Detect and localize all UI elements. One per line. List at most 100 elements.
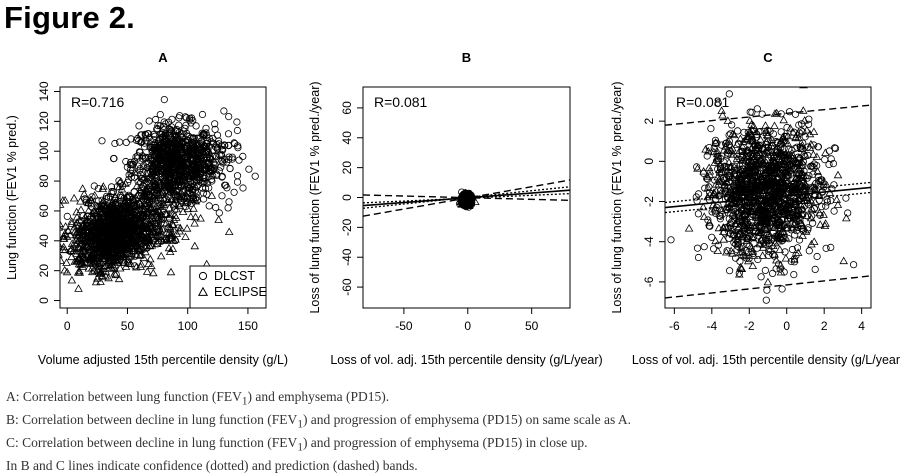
data-point (143, 223, 153, 232)
data-point (233, 178, 242, 186)
data-point (730, 162, 739, 171)
data-point (795, 121, 803, 129)
panel-title: A (158, 50, 168, 65)
data-point (67, 219, 77, 228)
data-point (802, 211, 811, 220)
data-point (109, 263, 119, 271)
data-point (737, 243, 746, 251)
data-point (759, 243, 768, 251)
data-point (109, 214, 118, 223)
data-point (156, 226, 165, 235)
data-point (72, 212, 82, 221)
data-point (747, 244, 756, 252)
data-point (107, 248, 117, 257)
data-point (784, 153, 793, 161)
data-point (772, 230, 782, 238)
y-axis-label: Lung function (FEV1 % pred.) (5, 115, 19, 280)
x-tick-label: 50 (121, 319, 135, 333)
data-point (121, 179, 130, 187)
data-point (175, 166, 183, 174)
data-point (148, 167, 156, 175)
data-point (137, 138, 145, 146)
data-point (173, 177, 181, 185)
y-tick-label: -20 (340, 218, 354, 236)
data-point (810, 141, 818, 149)
x-tick-label: 4 (858, 319, 865, 333)
data-point (787, 183, 797, 192)
data-point (191, 212, 200, 221)
data-point (137, 259, 146, 268)
data-point (120, 201, 130, 210)
data-point (109, 248, 118, 256)
data-point (747, 203, 755, 211)
data-point (60, 256, 66, 264)
data-point (198, 145, 206, 153)
data-point (705, 218, 714, 226)
data-point (747, 183, 755, 191)
data-point (734, 178, 742, 186)
data-point (782, 151, 792, 159)
data-point (75, 215, 84, 224)
data-point (711, 138, 720, 146)
data-point (723, 116, 733, 124)
data-point (796, 143, 805, 151)
data-point (746, 130, 756, 138)
x-axis-label: Loss of vol. adj. 15th percentile densit… (330, 353, 602, 367)
data-point (719, 174, 728, 183)
legend-entry: ECLIPSE (214, 285, 267, 299)
data-point (175, 226, 184, 235)
data-point (726, 149, 736, 158)
data-point (725, 90, 733, 98)
data-point (716, 215, 725, 223)
data-point (150, 136, 158, 144)
data-point (146, 143, 154, 152)
data-point (725, 215, 733, 223)
data-point (225, 113, 233, 121)
data-point (168, 220, 177, 228)
data-point (707, 125, 715, 133)
data-point (67, 275, 77, 284)
data-point (233, 118, 241, 126)
data-point (100, 254, 110, 262)
data-point (186, 116, 194, 124)
data-point (807, 239, 816, 248)
data-point (92, 236, 101, 244)
data-point (160, 118, 168, 126)
data-point (169, 215, 179, 223)
data-point (226, 164, 234, 173)
data-point (711, 136, 720, 144)
data-point (82, 242, 92, 250)
data-point (181, 232, 190, 241)
data-point (757, 273, 765, 281)
data-point (799, 106, 808, 114)
data-point (719, 227, 728, 235)
data-point (174, 144, 182, 152)
data-point (144, 259, 153, 268)
data-point (704, 216, 712, 224)
data-point (67, 217, 76, 225)
data-point (705, 74, 711, 80)
data-point (746, 223, 756, 231)
data-point (783, 123, 791, 132)
data-point (157, 209, 166, 218)
data-point (125, 171, 133, 179)
data-point (714, 99, 722, 107)
data-point (127, 244, 137, 252)
data-point (774, 212, 782, 220)
data-point (174, 150, 182, 158)
data-point (773, 152, 783, 160)
data-point (131, 157, 139, 165)
data-point (111, 198, 120, 206)
data-point (770, 109, 780, 117)
data-point (126, 211, 135, 220)
data-point (704, 163, 714, 172)
data-point (839, 256, 848, 265)
data-point (207, 175, 215, 184)
data-point (694, 210, 703, 218)
data-point (147, 230, 157, 238)
data-point (188, 139, 196, 147)
data-point (218, 172, 226, 180)
data-point (133, 241, 143, 249)
data-point (117, 190, 126, 199)
data-point (714, 241, 722, 249)
